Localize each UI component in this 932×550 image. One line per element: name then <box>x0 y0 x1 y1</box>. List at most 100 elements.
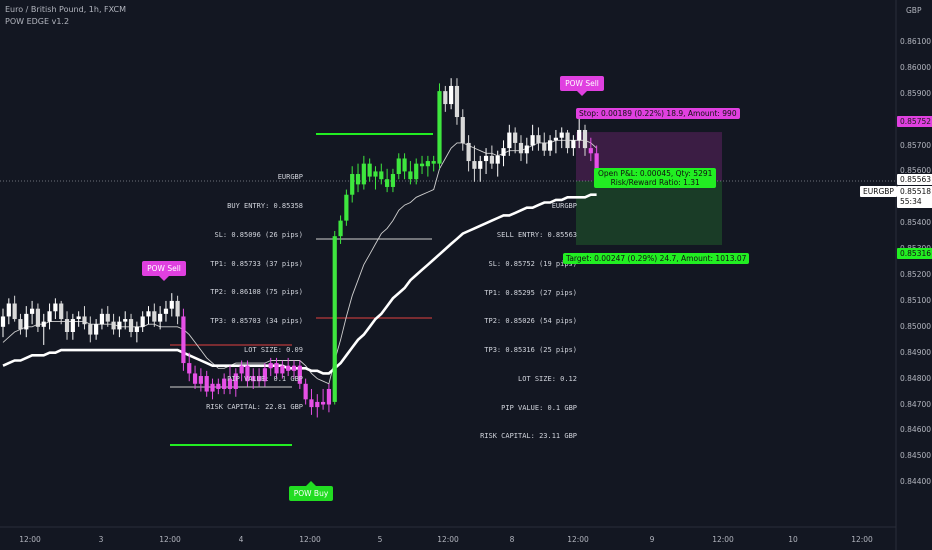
info-line: BUY ENTRY: 0.85358 <box>227 201 303 210</box>
info-line: SL: 0.85752 (19 pips) <box>488 259 577 268</box>
candle-body <box>30 308 35 314</box>
pow-buy-signal[interactable]: POW Buy <box>289 481 333 501</box>
candle-body <box>582 129 588 149</box>
bar-countdown: 55:34 <box>900 197 922 206</box>
info-line: TP1: 0.85295 (27 pips) <box>484 288 577 297</box>
candle-body <box>198 376 203 384</box>
info-line: SL: 0.85096 (26 pips) <box>214 230 303 239</box>
currency-label: GBP <box>906 6 922 15</box>
info-line: PIP VALUE: 0.1 GBP <box>501 403 577 412</box>
candle-body <box>256 376 262 382</box>
candle-body <box>571 140 576 149</box>
candle-body <box>460 117 465 143</box>
candle-body <box>338 220 343 237</box>
signal-label: POW Sell <box>147 264 181 273</box>
candle-body <box>408 171 413 180</box>
candle-body <box>559 132 564 138</box>
time-tick: 8 <box>509 535 515 544</box>
candle-body <box>222 378 227 389</box>
candle-body <box>303 383 308 400</box>
candle-body <box>489 155 494 164</box>
time-tick: 12:00 <box>19 535 41 544</box>
info-line: LOT SIZE: 0.09 <box>243 345 303 354</box>
candle-body <box>297 365 302 384</box>
signal-label: POW Buy <box>293 489 329 498</box>
candle-body <box>321 401 326 405</box>
price-tick: 0.84800 <box>900 373 932 383</box>
candle-body <box>94 324 99 335</box>
stop-label[interactable]: Stop: 0.00189 (0.22%) 18.9, Amount: 990 <box>576 108 740 119</box>
pow-sell-signal-1[interactable]: POW Sell <box>142 261 186 281</box>
candle-body <box>18 319 23 330</box>
candle-body <box>443 91 448 105</box>
price-tick: 0.84600 <box>900 425 932 435</box>
candle-body <box>513 132 518 143</box>
time-tick: 12:00 <box>437 535 459 544</box>
info-line: LOT SIZE: 0.12 <box>517 374 577 383</box>
price-tick: 0.84500 <box>900 451 932 461</box>
candle-body <box>396 158 401 175</box>
candle-body <box>6 303 11 317</box>
candle-body <box>501 148 506 156</box>
candle-body <box>181 316 186 364</box>
candle-body <box>454 85 460 118</box>
time-tick: 5 <box>377 535 383 544</box>
info-line: TP3: 0.85703 (34 pips) <box>210 317 303 326</box>
candle-body <box>379 171 384 180</box>
candle-body <box>553 137 558 141</box>
candle-body <box>524 145 529 154</box>
info-line: SELL ENTRY: 0.85563 <box>496 230 577 239</box>
candle-body <box>64 319 70 332</box>
candle-body <box>59 303 64 320</box>
candle-body <box>350 174 355 195</box>
candle-body <box>402 158 407 172</box>
candle-body <box>251 376 256 382</box>
candle-body <box>536 135 541 143</box>
candle-body <box>175 300 180 317</box>
pow-sell-signal-2[interactable]: POW Sell <box>560 76 604 96</box>
candle-body <box>419 163 425 167</box>
candle-body <box>82 316 87 325</box>
candle-body <box>431 161 436 164</box>
time-tick: 12:00 <box>851 535 873 544</box>
open-pnl-box[interactable]: Open P&L: 0.00045, Qty: 5291 Risk/Reward… <box>594 168 717 188</box>
stop-price-box: 0.85752 <box>897 116 932 127</box>
candle-body <box>291 365 297 371</box>
candle-body <box>268 363 273 369</box>
info-line: TP1: 0.85733 (37 pips) <box>210 259 303 268</box>
price-tick: 0.85900 <box>900 88 932 98</box>
candle-body <box>105 313 110 322</box>
price-tick: 0.84900 <box>900 347 932 357</box>
time-tick: 12:00 <box>567 535 589 544</box>
buy-info-panel: EURGBP BUY ENTRY: 0.85358 SL: 0.85096 (2… <box>200 154 303 423</box>
time-tick: 4 <box>238 535 244 544</box>
candle-body <box>385 179 390 187</box>
indicator-name: POW EDGE v1.2 <box>5 17 70 26</box>
candle-body <box>99 313 105 325</box>
candle-body <box>158 313 163 322</box>
sell-info-panel: EURGBP SELL ENTRY: 0.85563 SL: 0.85752 (… <box>475 183 577 452</box>
signal-label: POW Sell <box>565 79 599 88</box>
price-tick: 0.85000 <box>900 321 932 331</box>
candle-body <box>227 378 233 389</box>
candle-body <box>210 383 215 392</box>
candle-body <box>117 321 122 330</box>
candle-body <box>152 311 157 322</box>
price-tick: 0.85200 <box>900 270 932 280</box>
candle-body <box>495 155 500 164</box>
candle-body <box>449 85 454 105</box>
candle-body <box>41 321 46 327</box>
candle-body <box>355 174 361 185</box>
target-label[interactable]: Target: 0.00247 (0.29%) 24.7, Amount: 10… <box>563 253 750 264</box>
candle-body <box>309 399 314 408</box>
target-price-box: 0.85316 <box>897 248 932 259</box>
price-tick: 0.84700 <box>900 399 932 409</box>
info-line: TP2: 0.86108 (75 pips) <box>210 288 303 297</box>
candle-body <box>315 401 320 408</box>
candle-body <box>588 148 593 154</box>
time-tick: 9 <box>649 535 655 544</box>
candle-body <box>239 365 244 374</box>
candle-body <box>53 303 58 312</box>
candle-body <box>245 365 250 382</box>
